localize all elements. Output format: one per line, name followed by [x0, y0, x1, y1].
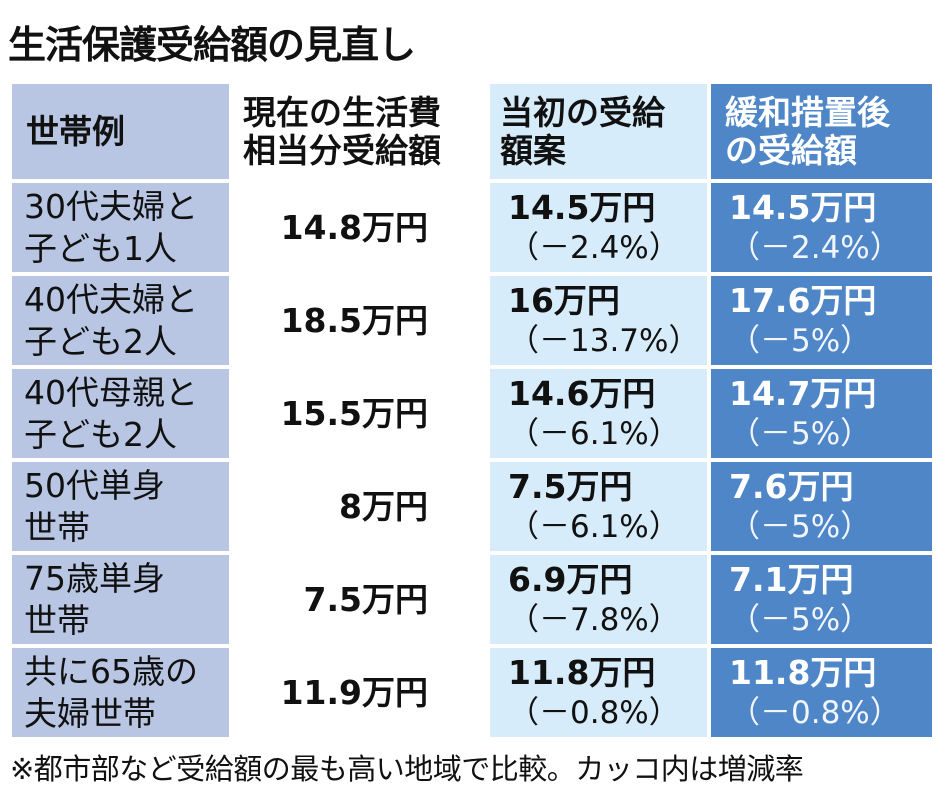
table-row-relief: 7.1万円 （－5%）	[707, 551, 932, 644]
table-row-household: 50代単身 世帯	[12, 458, 229, 551]
table-row-initial: 7.5万円 （－6.1%）	[486, 458, 707, 551]
header-initial-line1: 当初の受給	[500, 92, 665, 132]
household-line1: 40代母親と	[24, 372, 198, 412]
household-line1: 75歳単身	[24, 558, 165, 598]
current-amount: 15.5万円	[280, 393, 428, 433]
table-row-initial: 6.9万円 （－7.8%）	[486, 551, 707, 644]
initial-change: （－6.1%）	[508, 508, 680, 545]
header-current-line2: 相当分受給額	[243, 130, 441, 170]
header-household: 世帯例	[12, 84, 229, 179]
relief-amount: 11.8万円	[729, 652, 877, 692]
header-initial-line2: 額案	[500, 130, 566, 170]
initial-amount: 11.8万円	[508, 652, 656, 692]
header-relief-line2: の受給額	[725, 130, 857, 170]
table-row-household: 75歳単身 世帯	[12, 551, 229, 644]
table-row-household: 30代夫婦と 子ども1人	[12, 179, 229, 272]
table-row-household: 共に65歳の 夫婦世帯	[12, 644, 229, 737]
table-row-relief: 11.8万円 （－0.8%）	[707, 644, 932, 737]
table-row-current: 18.5万円	[229, 272, 486, 365]
current-amount: 18.5万円	[280, 300, 428, 340]
header-relief: 緩和措置後 の受給額	[707, 84, 932, 179]
relief-change: （－0.8%）	[729, 694, 901, 731]
initial-change: （－0.8%）	[508, 694, 680, 731]
table-row-current: 15.5万円	[229, 365, 486, 458]
table-row-current: 11.9万円	[229, 644, 486, 737]
footnote: ※都市部など受給額の最も高い地域で比較。カッコ内は増減率	[10, 752, 804, 786]
household-line1: 30代夫婦と	[24, 186, 198, 226]
relief-change: （－5%）	[729, 322, 872, 359]
initial-change: （－2.4%）	[508, 229, 680, 266]
household-line2: 世帯	[24, 600, 90, 640]
table-row-relief: 7.6万円 （－5%）	[707, 458, 932, 551]
relief-amount: 7.1万円	[729, 559, 854, 599]
current-amount: 8万円	[339, 486, 428, 526]
relief-amount: 7.6万円	[729, 466, 854, 506]
relief-amount: 14.5万円	[729, 187, 877, 227]
initial-amount: 16万円	[508, 280, 620, 320]
table-row-current: 8万円	[229, 458, 486, 551]
table-row-current: 14.8万円	[229, 179, 486, 272]
initial-change: （－13.7%）	[508, 322, 700, 359]
table-row-relief: 14.5万円 （－2.4%）	[707, 179, 932, 272]
household-line2: 子ども1人	[24, 228, 177, 268]
initial-change: （－7.8%）	[508, 601, 680, 638]
initial-amount: 7.5万円	[508, 466, 633, 506]
benefit-table: 世帯例 現在の生活費 相当分受給額 当初の受給 額案 緩和措置後 の受給額 30…	[12, 84, 932, 738]
household-line1: 共に65歳の	[24, 651, 198, 691]
initial-amount: 14.5万円	[508, 187, 656, 227]
table-row-initial: 16万円 （－13.7%）	[486, 272, 707, 365]
household-line1: 40代夫婦と	[24, 279, 198, 319]
current-amount: 7.5万円	[303, 579, 428, 619]
table-row-initial: 14.6万円 （－6.1%）	[486, 365, 707, 458]
relief-change: （－5%）	[729, 508, 872, 545]
initial-amount: 6.9万円	[508, 559, 633, 599]
current-amount: 11.9万円	[280, 672, 428, 712]
relief-change: （－2.4%）	[729, 229, 901, 266]
table-row-relief: 14.7万円 （－5%）	[707, 365, 932, 458]
header-initial: 当初の受給 額案	[486, 84, 707, 179]
relief-change: （－5%）	[729, 415, 872, 452]
table-row-initial: 11.8万円 （－0.8%）	[486, 644, 707, 737]
table-row-relief: 17.6万円 （－5%）	[707, 272, 932, 365]
header-relief-line1: 緩和措置後	[725, 92, 890, 132]
initial-amount: 14.6万円	[508, 373, 656, 413]
table-row-current: 7.5万円	[229, 551, 486, 644]
current-amount: 14.8万円	[280, 207, 428, 247]
table-row-household: 40代夫婦と 子ども2人	[12, 272, 229, 365]
relief-amount: 17.6万円	[729, 280, 877, 320]
household-line2: 世帯	[24, 507, 90, 547]
header-current: 現在の生活費 相当分受給額	[229, 84, 486, 179]
header-current-line1: 現在の生活費	[243, 92, 441, 132]
household-line2: 子ども2人	[24, 321, 177, 361]
household-line1: 50代単身	[24, 465, 165, 505]
table-row-household: 40代母親と 子ども2人	[12, 365, 229, 458]
page-title: 生活保護受給額の見直し	[8, 23, 416, 67]
header-household-label: 世帯例	[26, 111, 125, 151]
initial-change: （－6.1%）	[508, 415, 680, 452]
household-line2: 夫婦世帯	[24, 693, 156, 733]
relief-amount: 14.7万円	[729, 373, 877, 413]
relief-change: （－5%）	[729, 601, 872, 638]
household-line2: 子ども2人	[24, 414, 177, 454]
table-row-initial: 14.5万円 （－2.4%）	[486, 179, 707, 272]
